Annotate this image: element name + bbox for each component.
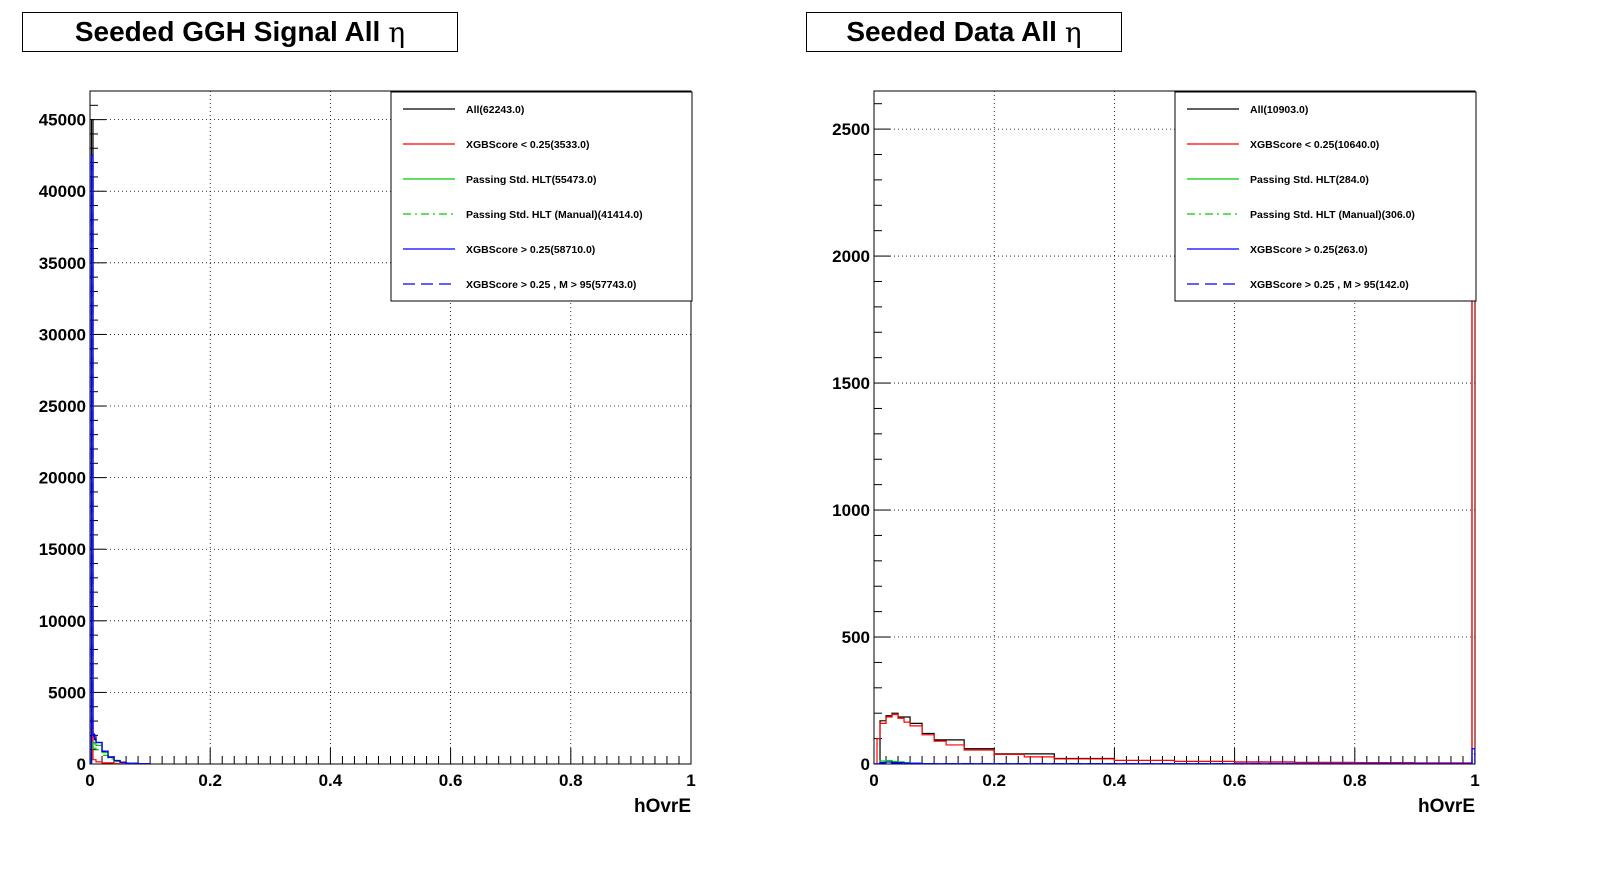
chart-title-box: Seeded Data All η xyxy=(806,12,1122,52)
x-tick-label: 0 xyxy=(85,771,94,790)
series-line-1 xyxy=(874,293,1475,764)
x-tick-label: 1 xyxy=(686,771,695,790)
series-group xyxy=(874,255,1475,764)
eta-symbol: η xyxy=(388,15,406,49)
x-tick-label: 0.2 xyxy=(982,771,1006,790)
y-tick-label: 45000 xyxy=(39,111,86,130)
legend-label: XGBScore > 0.25(58710.0) xyxy=(466,244,595,256)
series-line-4 xyxy=(90,154,151,764)
y-tick-label: 40000 xyxy=(39,182,86,201)
series-line-1 xyxy=(90,727,151,764)
legend-label: XGBScore < 0.25(3533.0) xyxy=(466,139,589,151)
legend: All(10903.0) XGBScore < 0.25(10640.0) Pass… xyxy=(1174,91,1477,302)
x-tick-label: 0 xyxy=(869,771,878,790)
series-group xyxy=(90,119,151,764)
eta-symbol: η xyxy=(1064,15,1082,49)
legend: All(62243.0) XGBScore < 0.25(3533.0) Passi… xyxy=(390,91,693,302)
legend-label: All(10903.0) xyxy=(1250,104,1308,116)
x-axis-title: hOvrE xyxy=(634,796,691,817)
legend-label: XGBScore > 0.25(263.0) xyxy=(1250,244,1368,256)
legend-label: Passing Std. HLT(284.0) xyxy=(1250,174,1369,186)
chart-title-box: Seeded GGH Signal All η xyxy=(22,12,458,52)
plot-panel-signal: Seeded GGH Signal All η 0 0.2 0.4 0.6 0.8 1 0 5… xyxy=(22,12,696,817)
chart-canvas: 0 0.2 0.4 0.6 0.8 1 0 500 1000 1500 2000 2500 hOvrE A… xyxy=(832,90,1480,817)
y-tick-label: 5000 xyxy=(48,683,86,702)
x-tick-label: 0.2 xyxy=(198,771,222,790)
y-tick-label: 20000 xyxy=(39,469,86,488)
plot-panel-data: Seeded Data All η 0 0.2 0.4 0.6 0.8 1 0 500 1000… xyxy=(784,0,1583,874)
y-tick-label: 30000 xyxy=(39,325,86,344)
legend-label: XGBScore > 0.25 , M > 95(142.0) xyxy=(1250,279,1409,291)
series-line-5 xyxy=(874,753,1475,764)
y-tick-label: 2500 xyxy=(832,120,870,139)
y-tick-label: 0 xyxy=(77,755,86,774)
chart-canvas: 0 0.2 0.4 0.6 0.8 1 0 5000 10000 15000 20000 25000 3… xyxy=(39,90,696,817)
legend-box xyxy=(390,91,693,302)
legend-label: Passing Std. HLT (Manual)(306.0) xyxy=(1250,209,1415,221)
legend-label: Passing Std. HLT(55473.0) xyxy=(466,174,597,186)
x-tick-label: 0.8 xyxy=(1343,771,1367,790)
y-tick-label: 0 xyxy=(861,755,870,774)
legend-label: XGBScore < 0.25(10640.0) xyxy=(1250,139,1379,151)
y-tick-label: 25000 xyxy=(39,397,86,416)
legend-box xyxy=(1174,91,1477,302)
chart-title: Seeded GGH Signal All xyxy=(74,16,381,47)
series-line-5 xyxy=(90,164,139,764)
legend-label: XGBScore > 0.25 , M > 95(57743.0) xyxy=(466,279,636,291)
x-tick-label: 0.6 xyxy=(1223,771,1247,790)
x-tick-label: 0.4 xyxy=(1103,771,1127,790)
y-tick-label: 15000 xyxy=(39,540,86,559)
y-tick-label: 1000 xyxy=(832,501,870,520)
y-tick-label: 1500 xyxy=(832,374,870,393)
chart-title: Seeded Data All xyxy=(846,16,1057,47)
x-tick-label: 0.8 xyxy=(559,771,583,790)
y-tick-label: 10000 xyxy=(39,612,86,631)
x-axis-title: hOvrE xyxy=(1418,796,1475,817)
legend-label: Passing Std. HLT (Manual)(41414.0) xyxy=(466,209,643,221)
y-tick-label: 2000 xyxy=(832,247,870,266)
x-tick-label: 0.4 xyxy=(319,771,343,790)
legend-label: All(62243.0) xyxy=(466,104,524,116)
x-tick-label: 0.6 xyxy=(439,771,463,790)
series-line-0 xyxy=(90,119,151,764)
y-tick-label: 35000 xyxy=(39,254,86,273)
x-tick-label: 1 xyxy=(1470,771,1479,790)
y-tick-label: 500 xyxy=(842,628,870,647)
